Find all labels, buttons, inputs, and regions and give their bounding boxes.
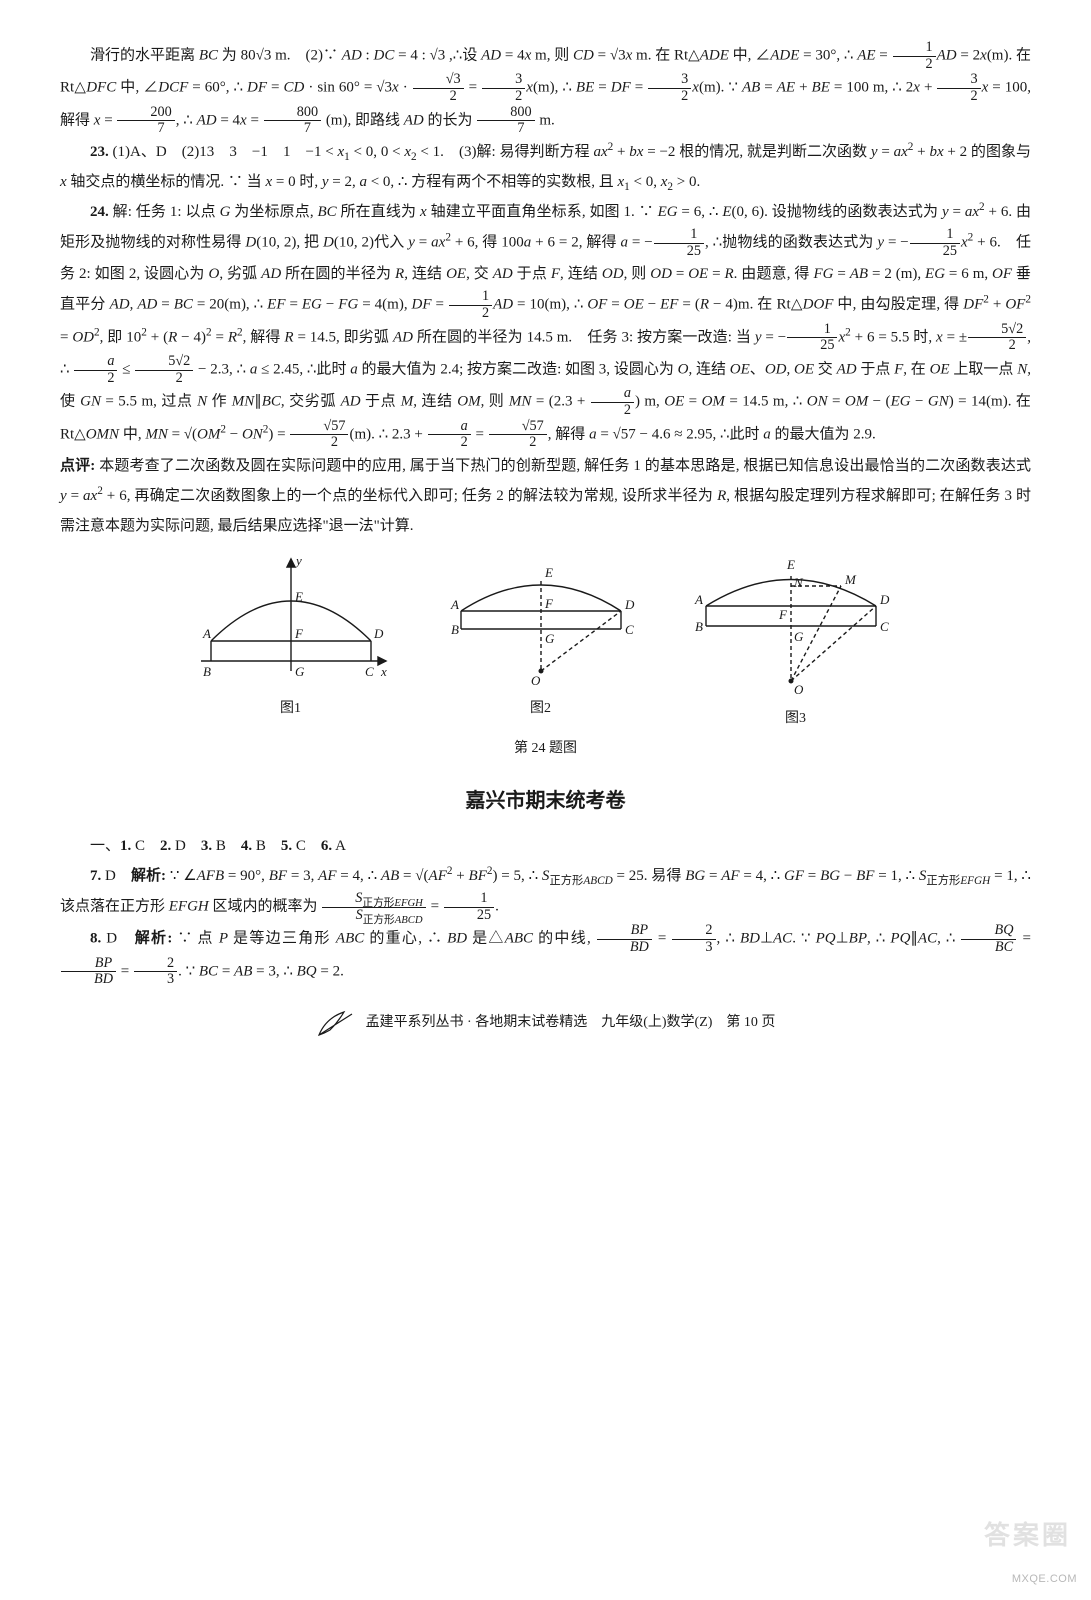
svg-text:G: G [295,664,305,679]
svg-text:M: M [844,572,857,587]
figure-1-label: 图1 [181,695,401,723]
svg-text:G: G [794,629,804,644]
jiaxing-problem-8: 8. D 解析: ∵ 点 P 是等边三角形 ABC 的重心, ∴ BD 是△AB… [60,923,1031,988]
figure-3-block: E N M A F D B G C O 图3 [681,551,911,733]
figure-row: y E A F D B G C x 图1 [60,551,1031,733]
svg-text:y: y [294,553,302,568]
svg-text:E: E [294,589,303,604]
svg-text:G: G [545,631,555,646]
figure-1-block: y E A F D B G C x 图1 [181,551,401,733]
problem-22-continued: 滑行的水平距离 BC 为 80√3 m. (2)∵ AD : DC = 4 : … [60,40,1031,137]
svg-text:F: F [294,626,304,641]
figure-2-block: E A F D B G C O 图2 [431,551,651,733]
svg-text:C: C [625,622,634,637]
svg-text:N: N [793,575,804,590]
figure-2-label: 图2 [431,695,651,723]
svg-text:C: C [880,619,889,634]
svg-text:E: E [786,557,795,572]
problem-24-comment: 点评: 本题考查了二次函数及圆在实际问题中的应用, 属于当下热门的创新型题, 解… [60,451,1031,541]
figure-3-svg: E N M A F D B G C O [681,551,911,701]
svg-text:E: E [544,565,553,580]
feather-icon [316,1008,356,1038]
svg-text:A: A [202,626,211,641]
watermark-url: MXQE.COM [1012,1568,1077,1590]
svg-text:F: F [778,607,788,622]
figure-3-label: 图3 [681,705,911,733]
svg-text:A: A [450,597,459,612]
svg-text:D: D [373,626,384,641]
jiaxing-problem-7: 7. D 解析: ∵ ∠AFB = 90°, BF = 3, AF = 4, ∴… [60,861,1031,923]
svg-text:F: F [544,596,554,611]
svg-text:B: B [203,664,211,679]
problem-23: 23. (1)A、D (2)13 3 −1 1 −1 < x1 < 0, 0 <… [60,137,1031,197]
svg-text:B: B [695,619,703,634]
svg-text:C: C [365,664,374,679]
svg-text:A: A [694,592,703,607]
figure-1-svg: y E A F D B G C x [181,551,401,691]
svg-text:O: O [794,682,804,697]
svg-text:B: B [451,622,459,637]
jiaxing-title: 嘉兴市期末统考卷 [60,781,1031,821]
svg-text:D: D [879,592,890,607]
svg-text:O: O [531,673,541,688]
svg-text:D: D [624,597,635,612]
watermark-cn: 答案圈 [984,1510,1071,1562]
footer-text: 孟建平系列丛书 · 各地期末试卷精选 九年级(上)数学(Z) 第 10 页 [366,1009,776,1037]
page-footer: 孟建平系列丛书 · 各地期末试卷精选 九年级(上)数学(Z) 第 10 页 [60,1008,1031,1038]
svg-text:x: x [380,664,387,679]
jiaxing-answers-1-6: 一、1. C 2. D 3. B 4. B 5. C 6. A [60,831,1031,861]
problem-24-solution: 24. 解: 任务 1: 以点 G 为坐标原点, BC 所在直线为 x 轴建立平… [60,197,1031,451]
figure-2-svg: E A F D B G C O [431,551,651,691]
figure-caption: 第 24 题图 [60,735,1031,763]
